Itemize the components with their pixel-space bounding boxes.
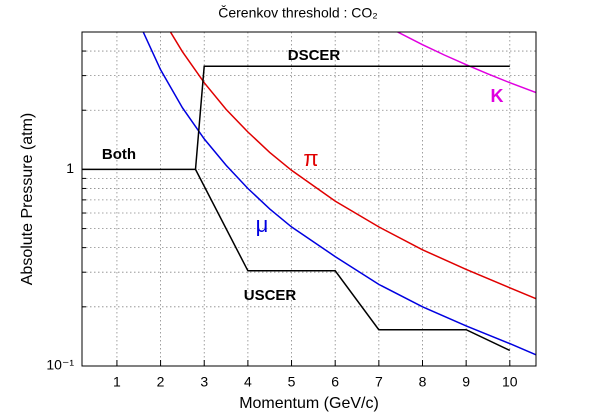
y-tick-label: 10⁻¹ (46, 357, 74, 373)
series-line (194, 65, 510, 170)
series-line (142, 32, 536, 356)
series-label: π (303, 146, 318, 171)
series-label: Both (102, 146, 136, 163)
series-line (397, 32, 536, 94)
x-tick-label: 2 (157, 374, 165, 390)
series-line (194, 169, 511, 352)
plot-frame (81, 31, 537, 367)
x-tick-label: 6 (331, 374, 339, 390)
x-tick-label: 8 (419, 374, 427, 390)
series-label: μ (256, 212, 269, 237)
x-tick-label: 4 (244, 374, 252, 390)
x-tick-label: 1 (113, 374, 121, 390)
x-axis-label: Momentum (GeV/c) (239, 395, 379, 412)
x-tick-label: 7 (375, 374, 383, 390)
x-tick-label: 10 (502, 374, 518, 390)
x-tick-label: 9 (462, 374, 470, 390)
y-tick-label: 1 (66, 160, 74, 176)
x-tick-label: 5 (288, 374, 296, 390)
y-axis-label: Absolute Pressure (atm) (19, 113, 36, 286)
series-label: K (491, 86, 504, 106)
series-line (169, 32, 536, 300)
chart-title: Čerenkov threshold : CO₂ (218, 5, 378, 21)
x-tick-label: 3 (200, 374, 208, 390)
series-label: DSCER (288, 47, 341, 64)
series-label: USCER (244, 287, 297, 304)
